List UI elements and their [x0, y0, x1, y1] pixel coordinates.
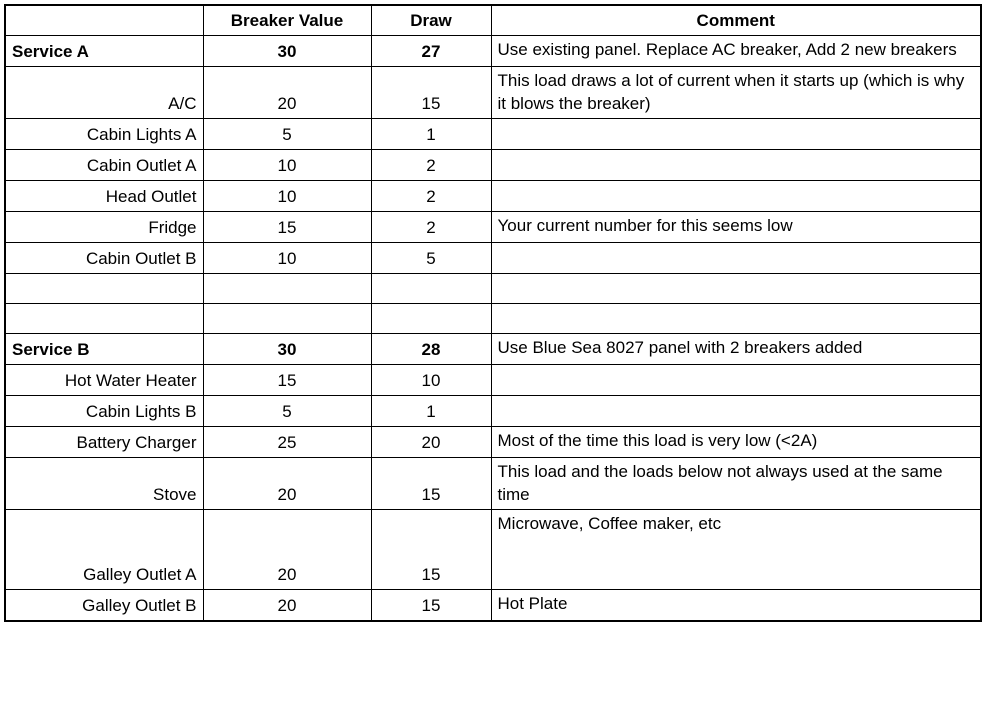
cell-draw: 2	[371, 149, 491, 180]
cell-name: Galley Outlet B	[5, 589, 203, 621]
table-row: Fridge152Your current number for this se…	[5, 211, 981, 242]
breaker-load-table: Breaker Value Draw Comment Service A3027…	[4, 4, 982, 622]
cell-draw: 15	[371, 509, 491, 589]
cell-name: Cabin Outlet A	[5, 149, 203, 180]
cell-comment: Use Blue Sea 8027 panel with 2 breakers …	[491, 333, 981, 364]
table-row: Stove2015This load and the loads below n…	[5, 457, 981, 509]
cell-breaker-value: 20	[203, 589, 371, 621]
cell-breaker-value: 30	[203, 36, 371, 67]
cell-breaker-value: 15	[203, 211, 371, 242]
empty-cell	[491, 273, 981, 303]
cell-comment	[491, 242, 981, 273]
table-row: Cabin Outlet A102	[5, 149, 981, 180]
table-row: Hot Water Heater1510	[5, 364, 981, 395]
cell-name: Service B	[5, 333, 203, 364]
table-row: A/C2015This load draws a lot of current …	[5, 67, 981, 119]
cell-name: Cabin Lights A	[5, 118, 203, 149]
cell-comment	[491, 118, 981, 149]
cell-name: Head Outlet	[5, 180, 203, 211]
empty-cell	[5, 303, 203, 333]
empty-cell	[371, 303, 491, 333]
cell-breaker-value: 5	[203, 395, 371, 426]
empty-cell	[491, 303, 981, 333]
empty-cell	[203, 273, 371, 303]
empty-cell	[371, 273, 491, 303]
cell-comment: Your current number for this seems low	[491, 211, 981, 242]
cell-name: Cabin Lights B	[5, 395, 203, 426]
table-row: Galley Outlet B2015Hot Plate	[5, 589, 981, 621]
table-row	[5, 303, 981, 333]
table-row	[5, 273, 981, 303]
table-row: Service B3028Use Blue Sea 8027 panel wit…	[5, 333, 981, 364]
cell-draw: 2	[371, 211, 491, 242]
cell-comment: Use existing panel. Replace AC breaker, …	[491, 36, 981, 67]
cell-draw: 15	[371, 67, 491, 119]
cell-draw: 15	[371, 457, 491, 509]
cell-comment: Microwave, Coffee maker, etc	[491, 509, 981, 589]
table-row: Galley Outlet A2015Microwave, Coffee mak…	[5, 509, 981, 589]
cell-comment: This load and the loads below not always…	[491, 457, 981, 509]
cell-comment: Hot Plate	[491, 589, 981, 621]
cell-breaker-value: 15	[203, 364, 371, 395]
cell-draw: 15	[371, 589, 491, 621]
cell-breaker-value: 10	[203, 242, 371, 273]
table-row: Cabin Outlet B105	[5, 242, 981, 273]
cell-draw: 5	[371, 242, 491, 273]
col-header-comment: Comment	[491, 5, 981, 36]
cell-draw: 2	[371, 180, 491, 211]
cell-name: Battery Charger	[5, 426, 203, 457]
cell-comment	[491, 364, 981, 395]
col-header-draw: Draw	[371, 5, 491, 36]
cell-name: Stove	[5, 457, 203, 509]
cell-breaker-value: 20	[203, 67, 371, 119]
cell-draw: 10	[371, 364, 491, 395]
table-row: Battery Charger2520Most of the time this…	[5, 426, 981, 457]
cell-name: Cabin Outlet B	[5, 242, 203, 273]
cell-draw: 1	[371, 118, 491, 149]
cell-comment: Most of the time this load is very low (…	[491, 426, 981, 457]
cell-name: Service A	[5, 36, 203, 67]
cell-comment: This load draws a lot of current when it…	[491, 67, 981, 119]
cell-draw: 20	[371, 426, 491, 457]
cell-breaker-value: 20	[203, 457, 371, 509]
col-header-name	[5, 5, 203, 36]
cell-draw: 27	[371, 36, 491, 67]
col-header-breaker: Breaker Value	[203, 5, 371, 36]
table-row: Service A3027Use existing panel. Replace…	[5, 36, 981, 67]
cell-draw: 28	[371, 333, 491, 364]
cell-breaker-value: 30	[203, 333, 371, 364]
table-row: Cabin Lights A51	[5, 118, 981, 149]
cell-breaker-value: 10	[203, 180, 371, 211]
cell-breaker-value: 20	[203, 509, 371, 589]
table-header-row: Breaker Value Draw Comment	[5, 5, 981, 36]
cell-breaker-value: 5	[203, 118, 371, 149]
cell-name: Fridge	[5, 211, 203, 242]
cell-comment	[491, 395, 981, 426]
cell-name: Hot Water Heater	[5, 364, 203, 395]
cell-comment	[491, 180, 981, 211]
empty-cell	[203, 303, 371, 333]
table-row: Head Outlet102	[5, 180, 981, 211]
table-row: Cabin Lights B51	[5, 395, 981, 426]
cell-draw: 1	[371, 395, 491, 426]
cell-breaker-value: 25	[203, 426, 371, 457]
cell-breaker-value: 10	[203, 149, 371, 180]
cell-comment	[491, 149, 981, 180]
cell-name: Galley Outlet A	[5, 509, 203, 589]
cell-name: A/C	[5, 67, 203, 119]
empty-cell	[5, 273, 203, 303]
